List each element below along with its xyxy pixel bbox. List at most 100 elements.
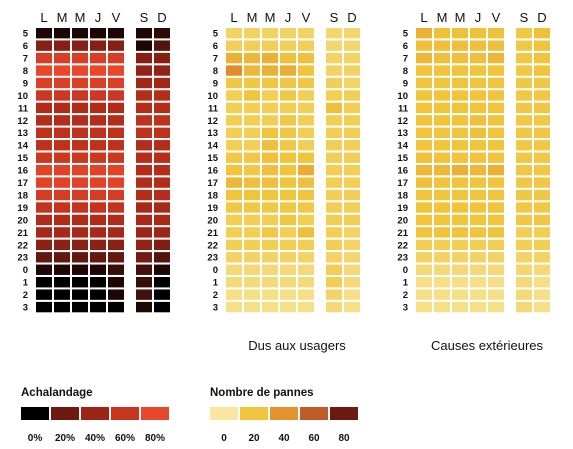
heatmap-cell xyxy=(470,28,486,39)
heatmap-cell xyxy=(470,164,486,176)
heatmap-cell xyxy=(54,227,70,238)
heatmap-cell xyxy=(326,164,342,176)
heatmap-cell xyxy=(36,264,52,275)
heatmap-cell xyxy=(534,102,550,114)
heatmap-cell xyxy=(154,214,170,226)
hour-label: 23 xyxy=(17,253,28,264)
heatmap-cell xyxy=(434,277,450,288)
hour-label: 15 xyxy=(397,153,408,164)
hour-label: 22 xyxy=(17,240,28,251)
day-label: S xyxy=(140,10,149,25)
heatmap-cell xyxy=(136,28,152,39)
heatmap-cell xyxy=(36,277,52,288)
heatmap-cell xyxy=(534,252,550,263)
hour-label: 13 xyxy=(207,128,218,139)
heatmap-cell xyxy=(108,115,124,126)
hour-label: 18 xyxy=(207,190,218,201)
day-label: M xyxy=(437,10,448,25)
heatmap-cell xyxy=(90,140,106,151)
heatmap-cell xyxy=(534,77,550,89)
heatmap-cell xyxy=(344,177,360,188)
legend-swatch xyxy=(210,407,238,420)
heatmap-cell xyxy=(108,252,124,263)
heatmap-cell xyxy=(516,152,532,163)
legend-tick-label: 60 xyxy=(308,433,320,444)
heatmap-cell xyxy=(262,301,278,313)
heatmap-cell xyxy=(226,90,242,101)
heatmap-cell xyxy=(244,301,260,313)
heatmap-cell xyxy=(470,65,486,76)
heatmap-cell xyxy=(470,90,486,101)
heatmap-cell xyxy=(108,164,124,176)
hour-label: 13 xyxy=(397,128,408,139)
heatmap-cell xyxy=(226,214,242,226)
heatmap-cell xyxy=(344,40,360,51)
heatmap-cell xyxy=(452,214,468,226)
heatmap-cell xyxy=(72,214,88,226)
heatmap-cell xyxy=(416,301,432,313)
heatmap-cell xyxy=(244,28,260,39)
hour-label: 9 xyxy=(23,78,28,89)
heatmap-cell xyxy=(488,152,504,163)
heatmap-cell xyxy=(72,239,88,251)
heatmap-cell xyxy=(416,277,432,288)
heatmap-cell xyxy=(416,140,432,151)
heatmap-cell xyxy=(154,52,170,64)
heatmap-cell xyxy=(280,28,296,39)
heatmap-cell xyxy=(416,289,432,300)
heatmap-cell xyxy=(280,140,296,151)
heatmap-cell xyxy=(326,52,342,64)
heatmap-cell xyxy=(452,40,468,51)
heatmap-cell xyxy=(226,202,242,213)
heatmap-cell xyxy=(54,28,70,39)
heatmap-cell xyxy=(516,202,532,213)
heatmap-cell xyxy=(244,289,260,300)
heatmap-cell xyxy=(72,277,88,288)
heatmap-cell xyxy=(452,140,468,151)
heatmap-cell xyxy=(36,239,52,251)
heatmap-cell xyxy=(90,227,106,238)
legend-pannes: Nombre de pannes 0 20 40 60 80 xyxy=(210,387,358,444)
heatmap-cell xyxy=(72,289,88,300)
heatmap-cell xyxy=(226,28,242,39)
heatmap-cell xyxy=(108,52,124,64)
heatmap-cell xyxy=(326,90,342,101)
heatmap-cell xyxy=(434,239,450,251)
hour-label: 15 xyxy=(17,153,28,164)
heatmap-cell xyxy=(226,239,242,251)
heatmap-cell xyxy=(298,115,314,126)
heatmap-cell xyxy=(434,202,450,213)
heatmap-cell xyxy=(326,77,342,89)
hour-label: 9 xyxy=(213,78,218,89)
heatmap-cell xyxy=(72,65,88,76)
heatmap-cell xyxy=(516,28,532,39)
heatmap-cell xyxy=(452,202,468,213)
heatmap-cell xyxy=(298,264,314,275)
heatmap-cell xyxy=(108,127,124,138)
heatmap-cell xyxy=(108,202,124,213)
hour-label: 19 xyxy=(207,203,218,214)
heatmap-cell xyxy=(280,77,296,89)
heatmap-cell xyxy=(326,177,342,188)
heatmap-cell xyxy=(72,164,88,176)
day-label: L xyxy=(230,10,237,25)
heatmap-cell xyxy=(154,301,170,313)
heatmap-cell xyxy=(262,264,278,275)
hour-label: 6 xyxy=(213,41,218,52)
heatmap-cell xyxy=(54,214,70,226)
heatmap-cell xyxy=(226,65,242,76)
heatmap-cell xyxy=(326,140,342,151)
heatmap-cell xyxy=(488,264,504,275)
heatmap-cell xyxy=(136,189,152,201)
heatmap-cell xyxy=(36,90,52,101)
heatmap-cell xyxy=(516,277,532,288)
heatmap-cell xyxy=(154,252,170,263)
legend-swatch xyxy=(300,407,328,420)
hour-label: 19 xyxy=(397,203,408,214)
heatmap-cell xyxy=(470,77,486,89)
heatmap-cell xyxy=(226,77,242,89)
heatmap-cell xyxy=(452,289,468,300)
heatmap-cell xyxy=(72,202,88,213)
heatmap-cell xyxy=(452,102,468,114)
heatmap-cell xyxy=(90,77,106,89)
